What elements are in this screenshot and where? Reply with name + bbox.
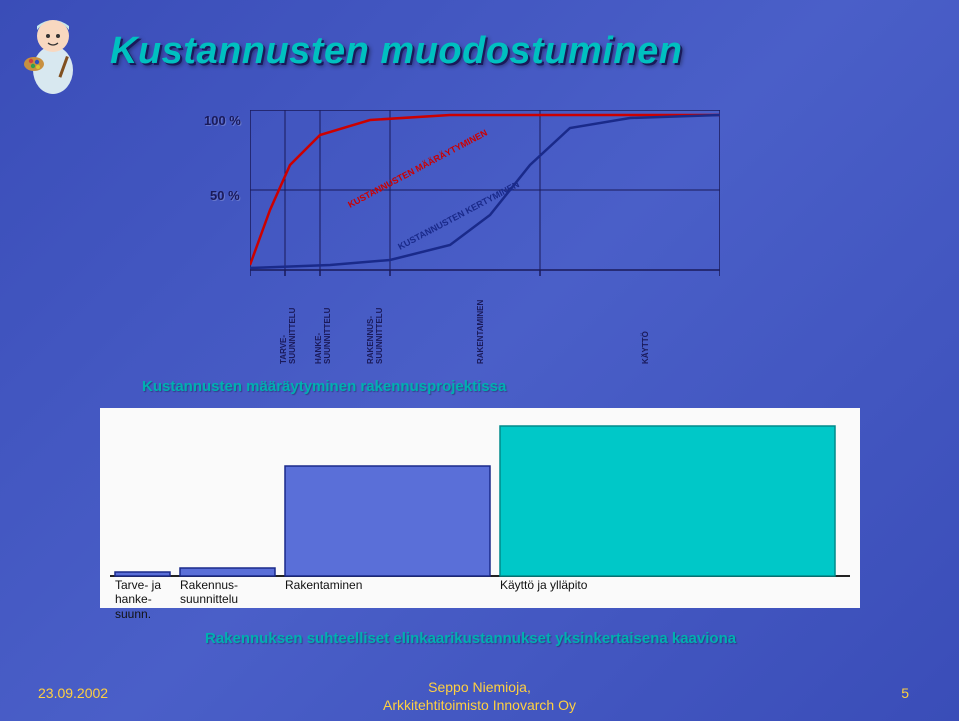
bar-label: Käyttö ja ylläpito [500,578,835,592]
cost-curve-svg: KUSTANNUSTEN MÄÄRÄYTYMINENKUSTANNUSTEN K… [250,110,720,310]
phase-label: RAKENNUS- SUUNNITTELU [367,308,385,364]
phase-label: KÄYTTÖ [642,331,651,364]
ytick-50: 50 % [210,188,240,203]
footer-author-line1: Seppo Niemioja, [428,679,531,695]
phase-label: RAKENTAMINEN [477,300,486,364]
bar-label: Rakennus- suunnittelu [180,578,275,607]
bar-label: Rakentaminen [285,578,490,592]
phase-labels: TARVE- SUUNNITTELU HANKE- SUUNNITTELU RAKE… [265,292,725,362]
mascot-icon [18,8,88,98]
phase-label: TARVE- SUUNNITTELU [280,308,298,364]
footer-author-line2: Arkkitehtitoimisto Innovarch Oy [383,697,576,713]
ytick-100: 100 % [204,113,241,128]
chart-subtitle: Kustannusten määräytyminen rakennusproje… [142,378,506,395]
phase-label: HANKE- SUUNNITTELU [315,308,333,364]
page-title: Kustannusten muodostuminen [110,30,682,73]
footer-author: Seppo Niemioja, Arkkitehtitoimisto Innov… [0,678,959,714]
bar-subtitle: Rakennuksen suhteelliset elinkaarikustan… [205,630,736,647]
svg-text:KUSTANNUSTEN MÄÄRÄYTYMINEN: KUSTANNUSTEN MÄÄRÄYTYMINEN [346,128,489,210]
cost-curve-chart: 100 % 50 % KUSTANNUSTEN MÄÄRÄYTYMINENKUS… [190,110,740,400]
footer-page: 5 [901,685,909,701]
